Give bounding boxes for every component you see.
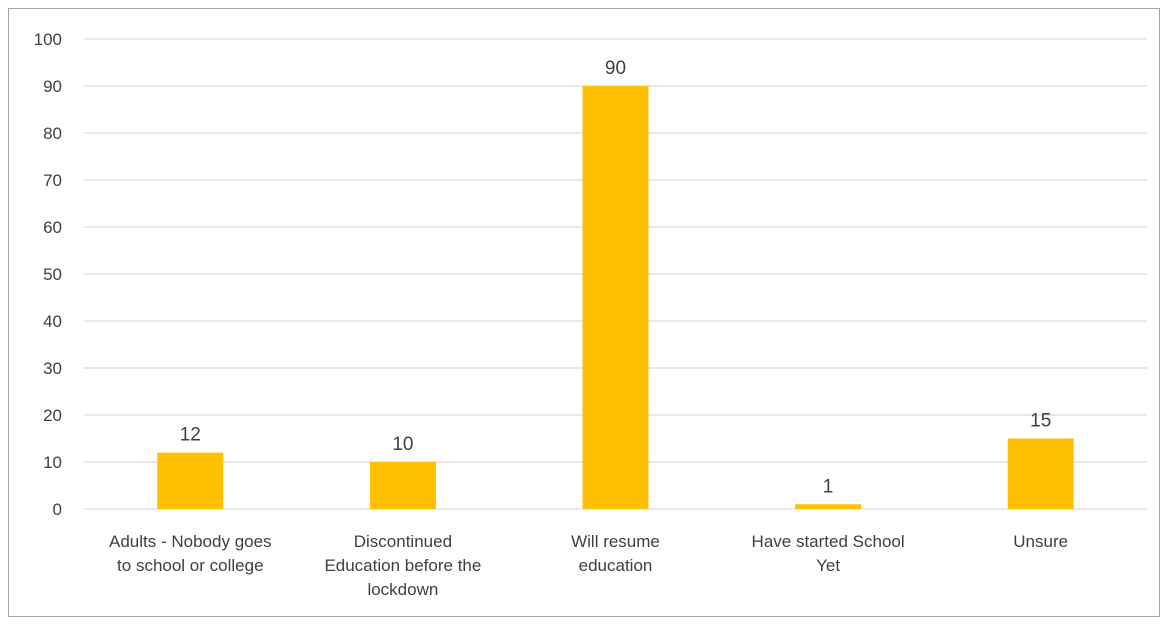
data-label: 12: [180, 425, 201, 446]
y-tick-label: 50: [43, 265, 62, 284]
bar: [369, 462, 436, 509]
y-tick-label: 0: [53, 500, 62, 519]
y-tick-label: 70: [43, 171, 62, 190]
y-tick-label: 90: [43, 77, 62, 96]
bar: [795, 504, 862, 509]
bar: [582, 86, 649, 509]
y-tick-label: 100: [34, 30, 62, 49]
data-label: 10: [392, 434, 413, 455]
x-category-label: Education before the: [324, 556, 481, 575]
x-category-label: Will resume: [571, 532, 660, 551]
y-tick-label: 20: [43, 406, 62, 425]
x-category-label: Unsure: [1013, 532, 1068, 551]
x-category-label: to school or college: [117, 556, 263, 575]
bar: [1007, 438, 1074, 509]
data-label: 15: [1030, 411, 1051, 432]
x-category-label: Discontinued: [354, 532, 452, 551]
x-category-label: Adults - Nobody goes: [109, 532, 272, 551]
y-tick-label: 10: [43, 453, 62, 472]
y-axis-ticks: 0 10 20 30 40 50 60 70 80 90 100: [34, 30, 62, 519]
x-axis-categories: Adults - Nobody goes to school or college…: [109, 532, 1068, 599]
x-category-label: education: [579, 556, 653, 575]
y-tick-label: 80: [43, 124, 62, 143]
y-tick-label: 60: [43, 218, 62, 237]
x-category-label: lockdown: [367, 580, 438, 599]
x-category-label: Have started School: [752, 532, 905, 551]
y-tick-label: 30: [43, 359, 62, 378]
data-label: 1: [823, 476, 834, 497]
data-label: 90: [605, 58, 626, 79]
bars: [157, 86, 1074, 509]
x-category-label: Yet: [816, 556, 840, 575]
y-tick-label: 40: [43, 312, 62, 331]
bar: [157, 452, 224, 509]
data-labels: 12 10 90 1 15: [180, 58, 1052, 497]
